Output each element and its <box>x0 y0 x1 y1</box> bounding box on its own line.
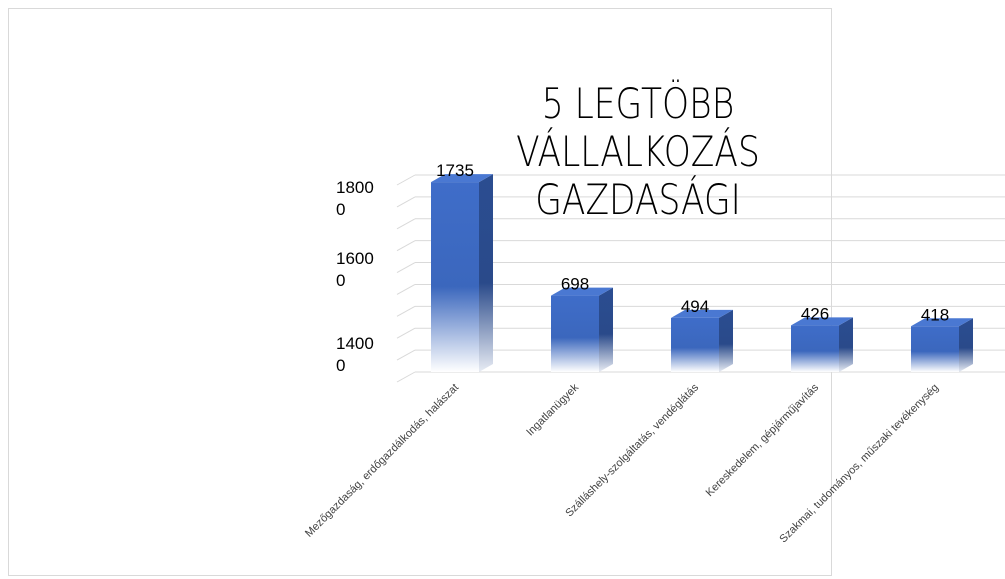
chart-title: 5 LEGTÖBB VÁLLALKOZÁS GAZDASÁGI <box>516 79 760 224</box>
bar-side <box>959 318 973 372</box>
y-tick-label: 1600 0 <box>336 249 374 290</box>
data-label: 698 <box>561 275 589 294</box>
x-tick-label: Szálláshely-szolgáltatás, vendéglátás <box>563 381 701 519</box>
bar <box>551 295 599 372</box>
grid-line-depth <box>396 240 416 252</box>
x-tick-label: Mezőgazdaság, erdőgazdálkodás, halászat <box>303 382 461 540</box>
bar-top <box>431 174 493 183</box>
bar-side <box>839 317 853 372</box>
bar <box>671 317 719 372</box>
x-tick-label: Kereskedelem, gépjárműjavítás <box>704 381 822 499</box>
bar-top <box>791 317 853 326</box>
grid-line-depth <box>396 218 416 230</box>
bar <box>791 325 839 372</box>
grid-line-depth <box>396 174 416 186</box>
grid-line-depth <box>396 196 416 208</box>
bar-side <box>599 287 613 372</box>
grid-line-depth <box>396 349 416 361</box>
data-label: 494 <box>681 297 709 316</box>
grid-line-depth <box>396 371 416 383</box>
data-label: 1735 <box>436 161 474 180</box>
data-label: 418 <box>921 305 949 324</box>
grid-line-depth <box>396 262 416 273</box>
bar-top <box>551 287 613 296</box>
grid-line-depth <box>396 284 416 295</box>
y-tick-label: 1400 0 <box>336 334 374 375</box>
x-tick-label: Ingatlanügyek <box>524 381 581 438</box>
y-tick-label: 1800 0 <box>336 178 374 219</box>
bar-top <box>671 309 733 318</box>
bar-top <box>911 318 973 327</box>
data-label: 426 <box>801 304 829 323</box>
grid-line-depth <box>396 327 416 339</box>
bar <box>431 182 479 372</box>
grid-line-depth <box>396 305 416 317</box>
bar <box>911 326 959 372</box>
bar-side <box>719 309 733 372</box>
bar-side <box>479 174 493 372</box>
chart-frame <box>8 8 832 576</box>
